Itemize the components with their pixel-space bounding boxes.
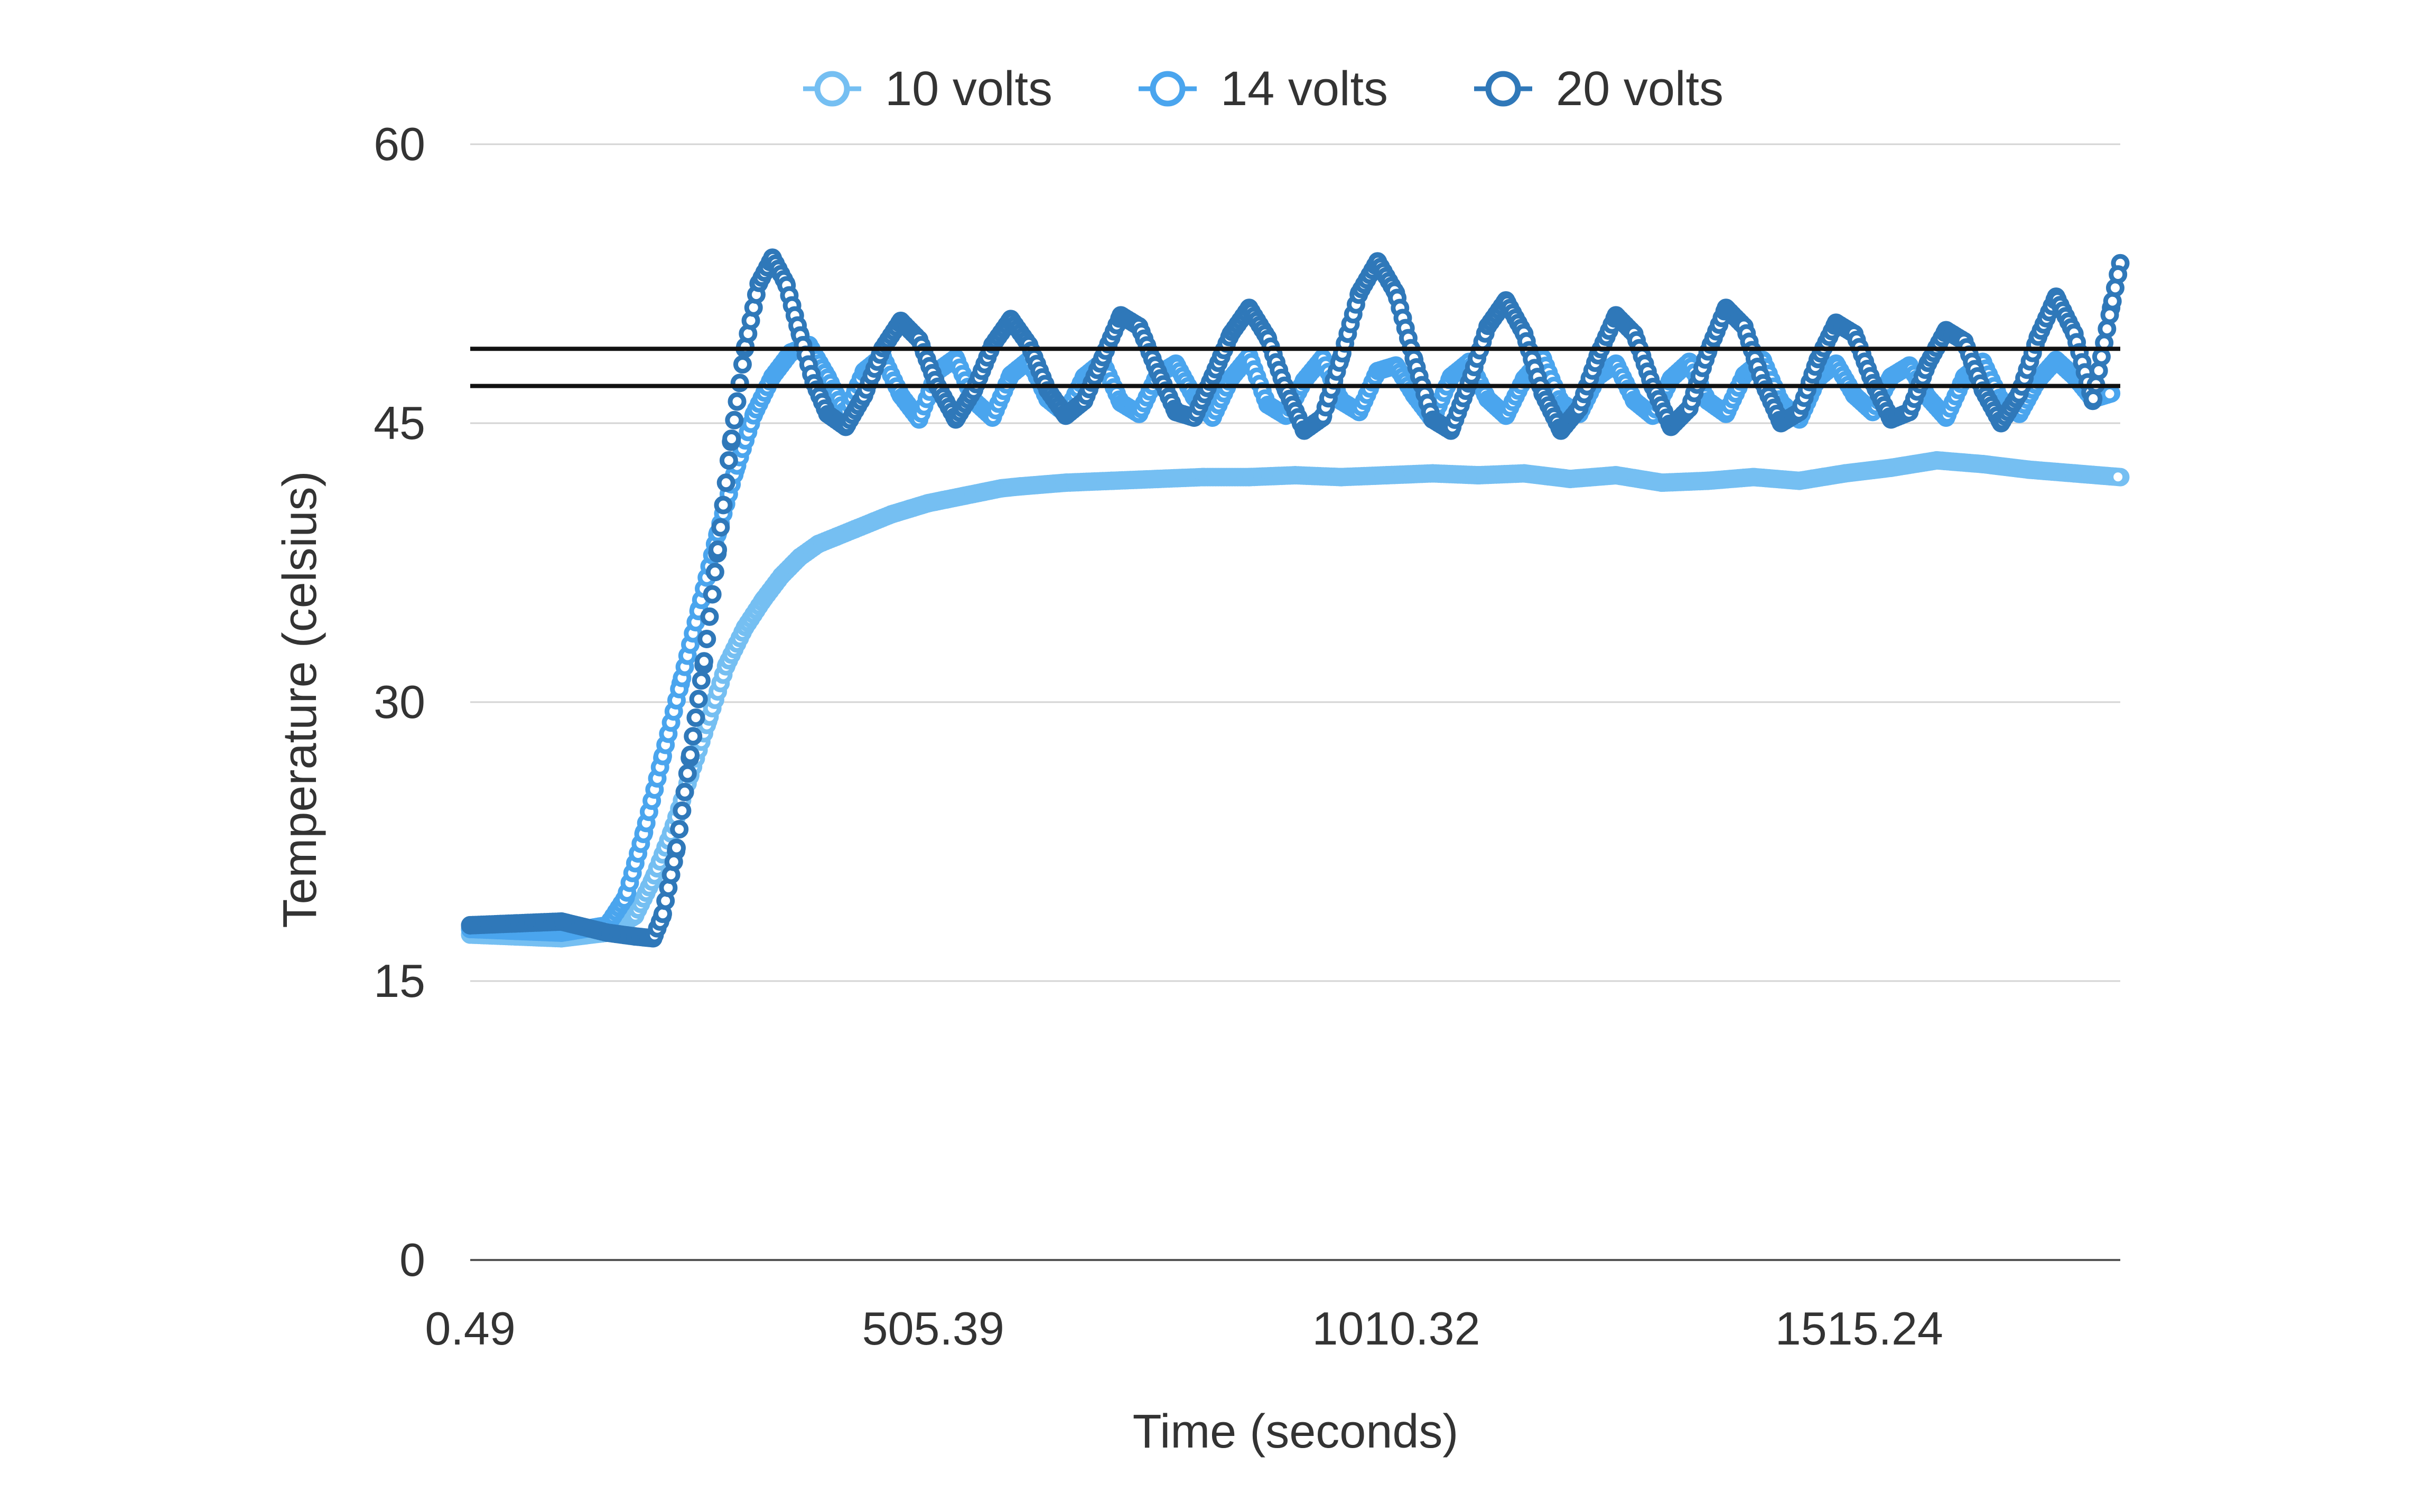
- data-point-fill: [692, 671, 711, 690]
- data-point-fill: [709, 540, 728, 559]
- data-point-fill: [664, 852, 683, 871]
- data-point-fill: [719, 451, 738, 470]
- legend: 10 volts 14 volts 20 volts: [803, 62, 1723, 116]
- data-point-fill: [686, 708, 705, 727]
- data-point-fill: [703, 585, 722, 604]
- y-tick-label-45: 45: [374, 397, 425, 449]
- data-point-fill: [678, 764, 697, 783]
- legend-marker: [1485, 71, 1521, 107]
- data-point-fill: [2109, 265, 2128, 284]
- data-point-fill: [2084, 389, 2103, 408]
- data-point-fill: [733, 355, 752, 374]
- legend-label: 20 volts: [1556, 62, 1723, 116]
- y-axis-title: Temperature (celsius): [274, 471, 327, 928]
- y-tick-label-0: 0: [399, 1234, 425, 1286]
- series-20-volts: [461, 248, 2130, 948]
- data-point-fill: [697, 629, 716, 648]
- legend-label: 14 volts: [1220, 62, 1388, 116]
- reference-lines: [470, 347, 2120, 388]
- x-tick-label-1010.32: 1010.32: [1312, 1302, 1480, 1355]
- legend-marker: [814, 71, 850, 107]
- data-point-fill: [2098, 319, 2117, 338]
- data-point-fill: [700, 607, 719, 626]
- legend-item-10-volts: 10 volts: [803, 62, 1052, 116]
- data-point-fill: [728, 392, 747, 411]
- x-tick-label-505.39: 505.39: [862, 1302, 1004, 1355]
- data-point-fill: [714, 496, 733, 515]
- data-point-fill: [689, 689, 708, 708]
- data-point-fill: [681, 745, 700, 764]
- data-point-fill: [667, 838, 686, 857]
- data-point-fill: [711, 518, 730, 537]
- data-point-fill: [725, 410, 744, 430]
- data-point-fill: [722, 429, 741, 448]
- data-point-fill: [675, 782, 694, 801]
- data-point-fill: [673, 801, 692, 820]
- x-axis-title: Time (seconds): [1133, 1405, 1459, 1458]
- x-tick-label-0.49: 0.49: [425, 1302, 515, 1355]
- data-point-fill: [2092, 347, 2111, 366]
- y-tick-label-30: 30: [374, 676, 425, 728]
- series-layer: [461, 248, 2130, 948]
- data-point-fill: [2109, 468, 2128, 487]
- data-point-fill: [695, 652, 714, 671]
- y-tick-label-15: 15: [374, 955, 425, 1007]
- legend-label: 10 volts: [885, 62, 1052, 116]
- x-tick-label-1515.24: 1515.24: [1775, 1302, 1943, 1355]
- data-point-fill: [716, 473, 735, 492]
- y-tick-label-60: 60: [374, 118, 425, 170]
- legend-item-14-volts: 14 volts: [1139, 62, 1388, 116]
- data-point-fill: [670, 820, 689, 839]
- data-point-fill: [705, 563, 724, 582]
- data-point-fill: [2100, 384, 2119, 403]
- data-point-fill: [684, 727, 703, 746]
- legend-marker: [1150, 71, 1186, 107]
- series-10-volts: [461, 451, 2130, 948]
- legend-item-20-volts: 20 volts: [1474, 62, 1723, 116]
- data-point-fill: [2089, 361, 2108, 380]
- axes: 0 15 30 45 60 0.49 505.39 1010.32 1515.24: [374, 118, 2120, 1355]
